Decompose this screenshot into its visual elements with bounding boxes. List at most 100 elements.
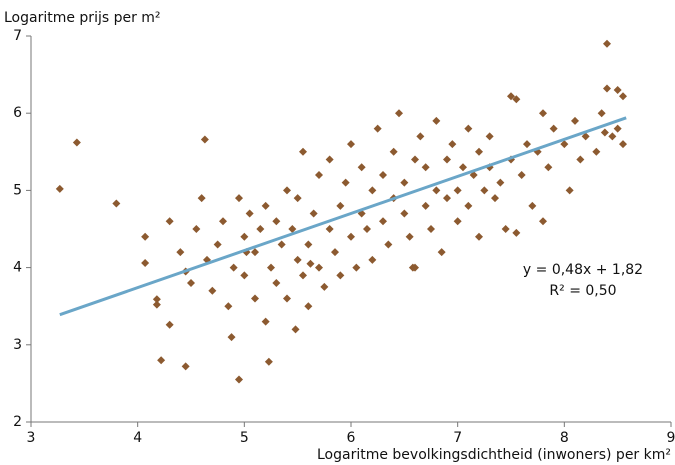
data-point — [306, 259, 315, 268]
data-point — [448, 140, 457, 149]
y-tick-label: 5 — [13, 182, 22, 198]
data-point — [512, 95, 521, 104]
data-point — [320, 282, 329, 291]
data-point — [453, 186, 462, 195]
data-point — [603, 84, 611, 93]
data-point — [227, 333, 236, 342]
data-point — [475, 147, 483, 156]
data-point — [256, 225, 265, 233]
x-axis-title: Logaritme bevolkingsdichtheid (inwoners)… — [317, 447, 671, 463]
data-point — [459, 163, 467, 172]
data-point — [443, 194, 451, 203]
data-point — [357, 163, 366, 172]
data-point — [347, 232, 355, 241]
data-point — [55, 184, 64, 193]
data-point — [496, 178, 505, 187]
data-point — [368, 255, 377, 264]
data-point — [187, 279, 195, 288]
y-tick-label: 2 — [13, 414, 22, 430]
trend-line — [59, 116, 627, 317]
data-point — [437, 248, 446, 257]
data-point — [235, 194, 243, 203]
data-point — [389, 147, 398, 156]
data-point — [619, 92, 627, 101]
data-point — [592, 147, 601, 156]
data-point — [464, 124, 473, 133]
data-point — [245, 209, 254, 218]
x-tick-label: 6 — [347, 430, 356, 446]
data-point — [219, 217, 227, 226]
data-point — [475, 232, 483, 241]
data-point — [600, 128, 609, 137]
y-axis-title: Logaritme prijs per m² — [4, 10, 161, 26]
data-point — [331, 248, 339, 257]
data-point — [304, 302, 313, 311]
data-point — [453, 217, 462, 226]
data-point — [416, 132, 425, 141]
data-point — [528, 201, 537, 210]
data-point — [408, 263, 417, 272]
data-point — [539, 217, 547, 226]
data-point — [523, 140, 531, 149]
data-point — [507, 92, 515, 101]
data-point — [421, 163, 430, 172]
data-point — [141, 258, 150, 267]
data-point — [261, 317, 270, 326]
data-point — [309, 209, 318, 218]
data-point — [112, 199, 121, 208]
data-point — [341, 178, 350, 187]
data-point — [165, 217, 174, 226]
data-point — [293, 194, 302, 203]
data-point — [336, 201, 345, 210]
data-point — [464, 201, 473, 210]
data-point — [608, 132, 617, 141]
data-point — [432, 116, 441, 125]
data-point — [325, 225, 334, 233]
y-tick-label: 7 — [13, 28, 22, 44]
data-point — [264, 357, 273, 366]
x-tick-label: 3 — [27, 430, 36, 446]
data-point — [288, 225, 297, 233]
data-point — [517, 170, 526, 179]
data-point — [291, 325, 300, 334]
data-point — [501, 225, 510, 233]
data-point — [213, 240, 222, 249]
data-point — [384, 240, 393, 249]
data-point — [208, 286, 217, 295]
x-tick-label: 8 — [560, 430, 569, 446]
data-point — [72, 138, 81, 147]
data-point — [299, 271, 307, 280]
data-point — [200, 135, 209, 144]
data-point — [576, 155, 585, 164]
data-point — [613, 124, 622, 133]
data-point — [336, 271, 345, 280]
data-point — [565, 186, 574, 195]
data-point — [165, 320, 174, 329]
data-point — [491, 194, 499, 203]
data-point — [152, 300, 161, 309]
data-point — [368, 186, 377, 195]
annotation: y = 0,48x + 1,82 — [523, 262, 643, 278]
data-point — [261, 201, 270, 210]
data-point — [299, 147, 307, 156]
data-point — [192, 225, 201, 233]
data-point — [581, 132, 590, 141]
data-point — [480, 186, 489, 195]
data-point — [379, 217, 387, 226]
data-point — [443, 155, 451, 164]
data-point — [373, 124, 382, 133]
data-point — [603, 39, 611, 48]
data-point — [283, 186, 291, 195]
x-tick-label: 4 — [133, 430, 142, 446]
data-point — [597, 109, 606, 118]
data-point — [347, 140, 355, 149]
x-tick-label: 9 — [667, 430, 675, 446]
data-point — [379, 170, 387, 179]
y-tick-label: 6 — [13, 105, 22, 121]
data-point — [363, 225, 371, 233]
y-tick-label: 3 — [13, 337, 22, 353]
y-tick-label: 4 — [13, 260, 22, 276]
data-point — [512, 228, 521, 237]
data-point — [272, 217, 281, 226]
